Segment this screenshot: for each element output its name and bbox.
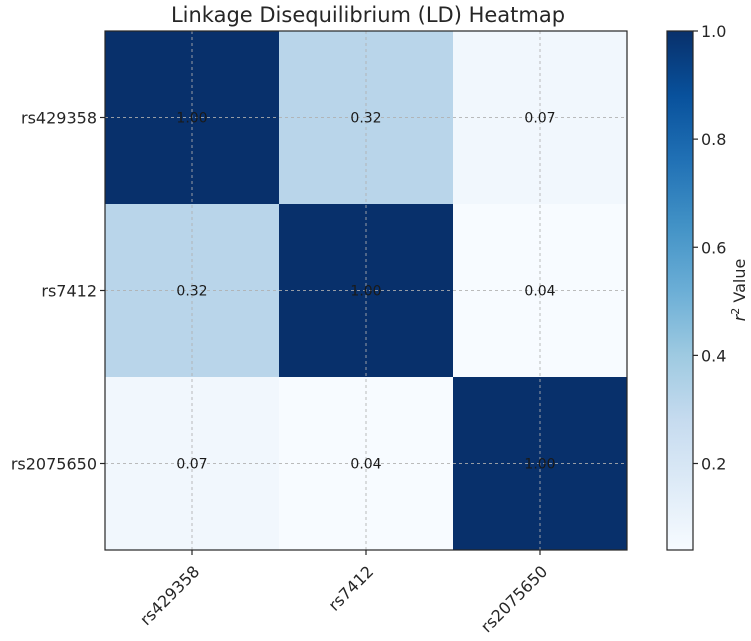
x-tick-label: rs429358: [136, 562, 203, 629]
cell-value-label: 0.32: [350, 111, 381, 127]
x-axis-ticks: rs429358 rs7412 rs2075650: [136, 550, 551, 636]
colorbar-tick-label: 0.4: [701, 346, 726, 365]
cell-value-label: 0.32: [176, 284, 207, 300]
y-tick-label: rs7412: [41, 282, 97, 301]
heatmap-cell-labels: 1.00 0.32 0.07 0.32 1.00 0.04 0.07 0.04 1.00: [176, 111, 555, 473]
colorbar-frame: [666, 30, 694, 551]
colorbar-tick-label: 0.6: [701, 238, 726, 257]
x-tick-label: rs7412: [325, 562, 378, 615]
cell-value-label: 1.00: [350, 284, 381, 300]
cell-value-label: 0.07: [524, 111, 555, 127]
cell-value-label: 0.04: [350, 457, 381, 473]
y-tick-label: rs429358: [21, 109, 97, 128]
x-tick-label: rs2075650: [477, 562, 551, 636]
colorbar-label: r2 Value: [729, 259, 750, 322]
chart-title: Linkage Disequilibrium (LD) Heatmap: [171, 3, 565, 27]
y-axis-ticks: rs429358 rs7412 rs2075650: [11, 109, 105, 474]
colorbar-label-suffix: Value: [730, 259, 749, 308]
cell-value-label: 0.07: [176, 457, 207, 473]
colorbar-tick-label: 0.2: [701, 455, 726, 474]
colorbar-tick-label: 1.0: [701, 22, 726, 41]
colorbar-label-variable: r: [730, 313, 749, 321]
colorbar-ticks: 0.2 0.4 0.6 0.8 1.0: [693, 22, 726, 474]
heatmap-grid: [105, 31, 627, 550]
colorbar-gradient: [667, 31, 693, 550]
cell-value-label: 1.00: [176, 111, 207, 127]
colorbar-tick-label: 0.8: [701, 130, 726, 149]
cell-value-label: 0.04: [524, 284, 555, 300]
cell-value-label: 1.00: [524, 457, 555, 473]
colorbar-label-superscript: 2: [729, 308, 742, 315]
y-tick-label: rs2075650: [11, 455, 97, 474]
